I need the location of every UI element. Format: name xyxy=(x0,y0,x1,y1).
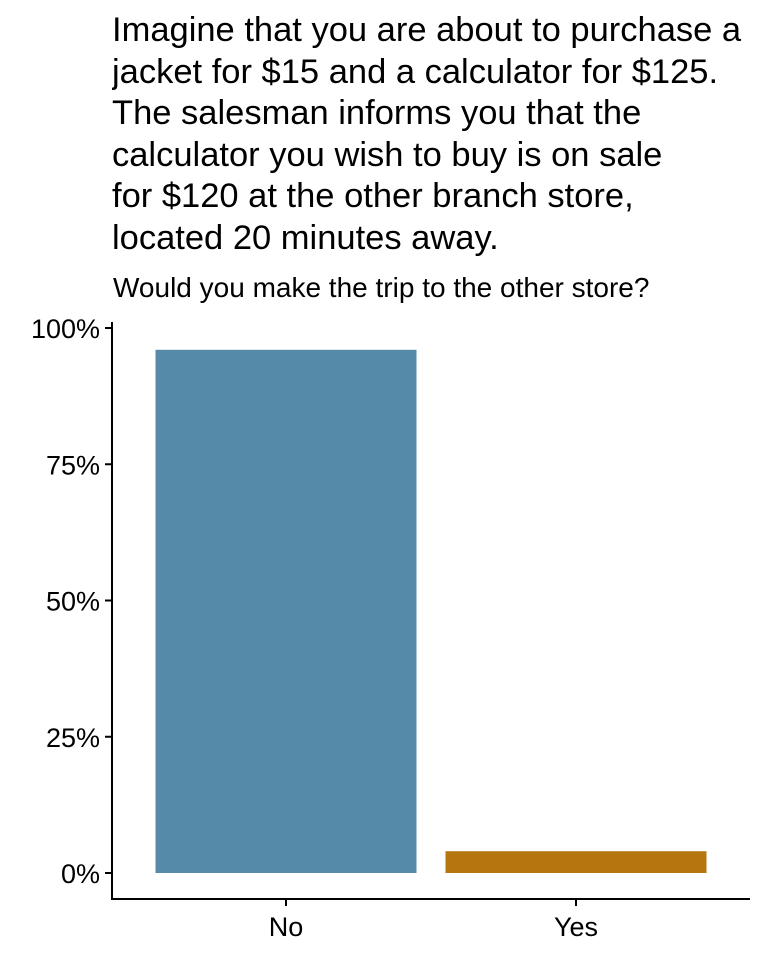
y-tick-label: 50% xyxy=(46,587,100,617)
chart-title-line: for $120 at the other branch store, xyxy=(112,177,634,215)
chart-title: Imagine that you are about to purchase a… xyxy=(112,10,768,259)
chart-title-line: located 20 minutes away. xyxy=(112,218,499,257)
y-tick-label: 100% xyxy=(31,314,100,344)
x-tick-label: Yes xyxy=(554,912,598,942)
y-tick-label: 75% xyxy=(46,450,100,480)
x-tick-label: No xyxy=(269,912,304,942)
y-tick-label: 25% xyxy=(46,723,100,753)
bar-no xyxy=(155,349,417,873)
chart-title-line: Imagine that you are about to purchase a xyxy=(112,11,742,49)
chart-subtitle: Would you make the trip to the other sto… xyxy=(113,272,650,303)
y-tick-label: 0% xyxy=(61,859,100,889)
chart-title-line: jacket for $15 and a calculator for $125… xyxy=(112,52,719,91)
chart-title-line: calculator you wish to buy is on sale xyxy=(112,135,663,174)
bar-yes xyxy=(445,851,707,873)
chart-title-line: The salesman informs you that the xyxy=(112,94,642,132)
